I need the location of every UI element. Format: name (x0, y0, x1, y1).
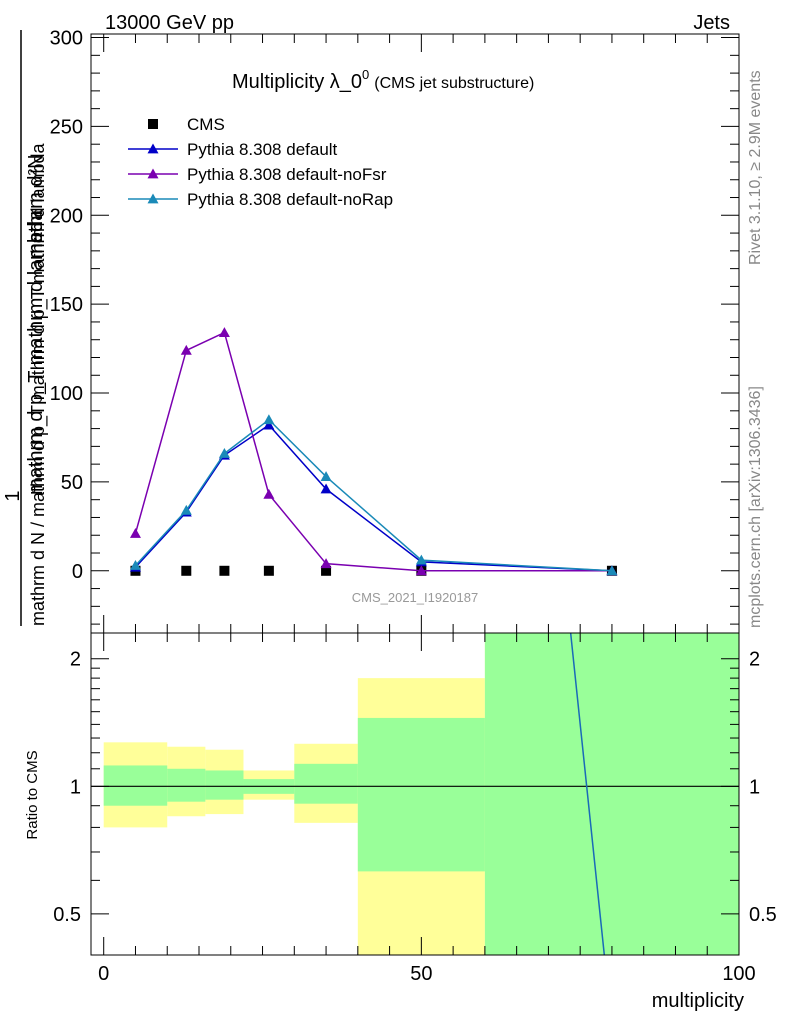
legend-entry: CMS (148, 115, 225, 134)
ratio-ylabel: Ratio to CMS (24, 750, 41, 839)
ylabel-frac-den: mathrm d N / mathrm d p_T mathrm d p_T m… (28, 143, 49, 626)
ratio-frame (90, 632, 740, 956)
mc-point (129, 527, 141, 538)
mc-point (218, 327, 230, 338)
x-tick-label: 50 (410, 963, 432, 985)
ylabel-frac-num: mathrm d p_T mathrm d lambda (25, 209, 47, 495)
mc-point (415, 554, 427, 565)
mc-point (180, 344, 192, 355)
data-point (263, 565, 274, 576)
ylabel-one: 1 (2, 490, 24, 501)
ratio-y-tick-label: 2 (70, 649, 81, 671)
uncertainty-band-green (205, 770, 244, 800)
legend-label: Pythia 8.308 default-noRap (187, 190, 393, 209)
y-tick-label: 100 (50, 383, 83, 405)
data-point (181, 565, 192, 576)
analysis-watermark: CMS_2021_I1920187 (352, 590, 479, 605)
plot-title-main: Multiplicity λ_0 (232, 71, 362, 93)
ratio-y-tick-label-right: 2 (749, 649, 760, 671)
mcplots-text: mcplots.cern.ch [arXiv:1306.3436] (747, 386, 764, 628)
series-2 (129, 327, 618, 576)
legend-entry: Pythia 8.308 default-noFsr (128, 165, 387, 184)
plot-title: Multiplicity λ_00 (CMS jet substructure) (232, 67, 534, 93)
ylabel-numerator-upper: mathrm d²N (25, 154, 47, 260)
legend-marker (147, 193, 159, 204)
data-point (321, 565, 332, 576)
mc-point (263, 414, 275, 425)
x-tick-label: 0 (98, 963, 109, 985)
y-tick-label: 50 (61, 472, 83, 494)
legend-marker (147, 168, 159, 179)
mc-point (263, 419, 275, 430)
uncertainty-band-green (357, 717, 485, 872)
mc-point (320, 483, 332, 494)
series-3 (129, 414, 618, 576)
header-jets: Jets (693, 12, 730, 34)
ratio-mc-line (569, 632, 606, 956)
legend-label: CMS (187, 115, 225, 134)
ratio-y-tick-label: 0.5 (53, 904, 81, 926)
plot-title-sup: 0 (362, 67, 369, 82)
y-tick-label: 250 (50, 116, 83, 138)
mc-point (129, 559, 141, 570)
mc-point (263, 488, 275, 499)
series-line (134, 331, 612, 572)
series-1 (129, 419, 618, 576)
legend-marker (147, 143, 159, 154)
legend-label: Pythia 8.308 default-noFsr (187, 165, 387, 184)
legend-label: Pythia 8.308 default (187, 140, 338, 159)
ratio-y-tick-label-right: 1 (749, 776, 760, 798)
legend-marker (148, 119, 158, 129)
uncertainty-band-green (294, 763, 358, 804)
y-tick-label: 200 (50, 205, 83, 227)
ratio-panel: 0.5 0.5 1 1 2 2 0 50 100 Ratio to CMS multiplici… (24, 632, 777, 1012)
y-tick-label: 0 (72, 561, 83, 583)
mc-point (415, 565, 427, 576)
plot-title-sub: (CMS jet substructure) (374, 75, 534, 92)
mc-point (180, 504, 192, 515)
ratio-y-tick-label-right: 0.5 (749, 904, 777, 926)
mc-point (606, 565, 618, 576)
mc-point (320, 558, 332, 569)
header-energy: 13000 GeV pp (105, 12, 234, 34)
uncertainty-band-green (484, 633, 739, 955)
legend-entry: Pythia 8.308 default-noRap (128, 190, 393, 209)
mc-point (320, 471, 332, 481)
series-line (134, 424, 612, 572)
uncertainty-band-green (167, 768, 206, 802)
series-line (134, 418, 612, 572)
x-axis-label: multiplicity (652, 990, 744, 1012)
data-point (219, 565, 230, 576)
rivet-version-text: Rivet 3.1.10, ≥ 2.9M events (747, 70, 764, 265)
main-ylabel: mathrm d²N 1 mathrm d p_T mathrm d lambd… (2, 30, 49, 626)
ratio-y-tick-label: 1 (70, 776, 81, 798)
y-tick-label: 150 (50, 294, 83, 316)
mc-point (218, 447, 230, 458)
x-tick-label: 100 (722, 963, 755, 985)
y-tick-label: 300 (50, 28, 83, 50)
legend-entry: Pythia 8.308 default (128, 140, 338, 159)
legend: CMS Pythia 8.308 default Pythia 8.308 defa… (128, 115, 393, 209)
uncertainty-band-green (103, 765, 168, 806)
